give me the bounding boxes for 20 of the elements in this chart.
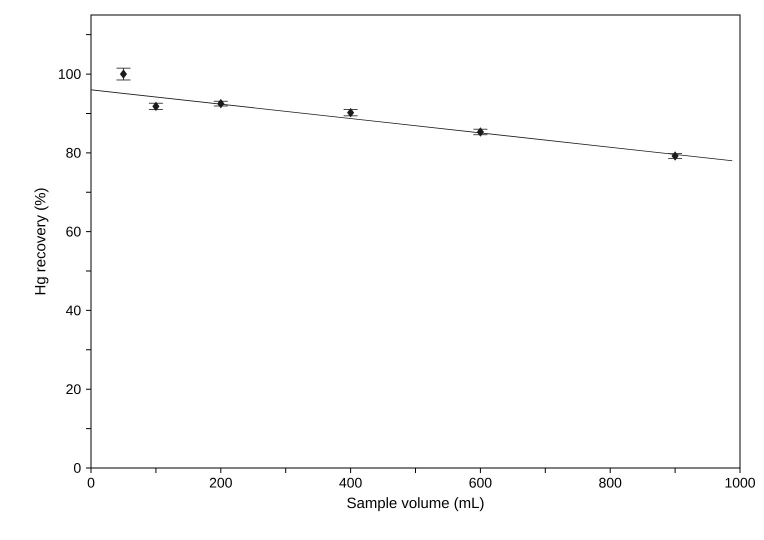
- x-tick-label: 200: [210, 478, 232, 488]
- x-tick-label: 400: [339, 478, 362, 488]
- x-tick-label: 0: [88, 478, 94, 488]
- x-tick-label: 600: [469, 478, 492, 488]
- x-axis-title: Sample volume (mL): [347, 497, 484, 512]
- point: [152, 102, 160, 112]
- point: [672, 151, 679, 161]
- y-tick-label: 60: [66, 226, 81, 237]
- point: [347, 108, 354, 118]
- x-tick-label: 800: [599, 478, 622, 488]
- y-tick-label: 40: [66, 305, 81, 316]
- point: [476, 127, 484, 137]
- point: [217, 98, 224, 108]
- y-axis-title: Hg recovery (%): [34, 188, 48, 294]
- y-tick-label: 100: [58, 69, 81, 80]
- y-tick-label: 80: [66, 148, 81, 158]
- x-tick-label: 1000: [726, 478, 755, 488]
- y-tick-label: 0: [74, 463, 81, 473]
- point: [120, 69, 128, 79]
- y-tick-label: 20: [66, 384, 81, 394]
